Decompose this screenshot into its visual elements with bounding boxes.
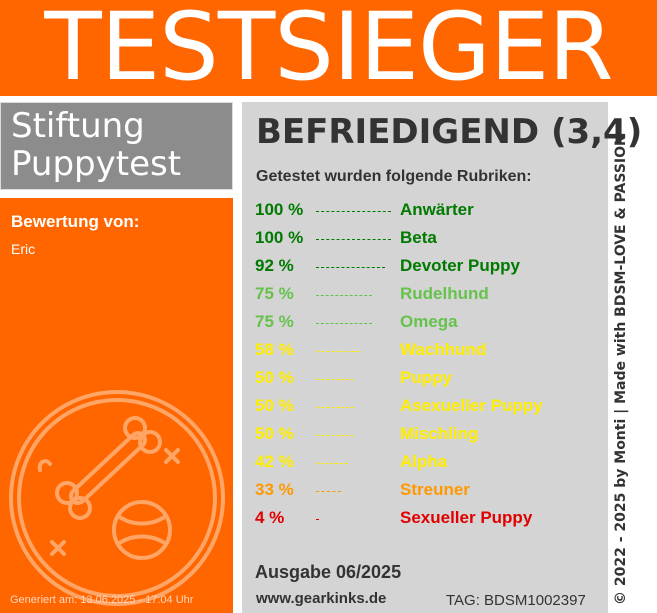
tag-id: TAG: BDSM1002397: [446, 592, 586, 609]
rubric-percent: 100 %: [255, 228, 304, 247]
rubric-name: Devoter Puppy: [400, 256, 520, 275]
rubric-row: 50 % Puppy: [255, 368, 600, 396]
rubric-score-bar: [316, 379, 354, 380]
rubric-name: Beta: [400, 228, 437, 247]
rubrics-subheading: Getestet wurden folgende Rubriken:: [256, 168, 532, 185]
rubric-score-bar: [316, 267, 385, 268]
credit-text: © 2022 - 2025 by Monti | Made with BDSM-…: [613, 134, 629, 605]
rubric-name: Sexueller Puppy: [400, 508, 533, 527]
left-column: Stiftung Puppytest Bewertung von: Eric: [0, 102, 233, 613]
bone-ball-badge-icon: [9, 390, 225, 606]
rubric-percent: 100 %: [255, 200, 304, 219]
rubric-row: 100 % Anwärter: [255, 200, 600, 228]
issue-label: Ausgabe 06/2025: [255, 562, 402, 582]
rubric-score-bar: [316, 407, 354, 408]
rubric-name: Mischling: [400, 424, 479, 443]
rubric-name: Anwärter: [400, 200, 474, 219]
rubric-score-bar: [316, 239, 391, 240]
rubric-row: 100 % Beta: [255, 228, 600, 256]
rubric-row: 58 % Wachhund: [255, 340, 600, 368]
rubric-score-bar: [316, 211, 391, 212]
rubric-row: 50 % Asexueller Puppy: [255, 396, 600, 424]
rubric-row: 75 % Rudelhund: [255, 284, 600, 312]
top-banner: TESTSIEGER: [0, 0, 657, 96]
rubric-score-bar: [316, 295, 372, 296]
brand-box: Stiftung Puppytest: [0, 102, 233, 190]
credit-strip: © 2022 - 2025 by Monti | Made with BDSM-…: [610, 102, 640, 613]
rubric-percent: 50 %: [255, 396, 294, 415]
rubric-percent: 33 %: [255, 480, 294, 499]
rubric-percent: 92 %: [255, 256, 294, 275]
rubric-name: Puppy: [400, 368, 452, 387]
rubric-row: 4 % Sexueller Puppy: [255, 508, 600, 536]
results-panel: BEFRIEDIGEND (3,4) Getestet wurden folge…: [242, 102, 642, 613]
rubric-percent: 75 %: [255, 312, 294, 331]
rubric-name: Wachhund: [400, 340, 487, 359]
rubric-row: 75 % Omega: [255, 312, 600, 340]
rubric-name: Streuner: [400, 480, 470, 499]
website-link[interactable]: www.gearkinks.de: [256, 590, 387, 607]
rubric-percent: 4 %: [255, 508, 285, 527]
rubric-list: 100 % Anwärter 100 % Beta 92 % Devoter Puppy 7…: [255, 200, 600, 536]
rubric-row: 92 % Devoter Puppy: [255, 256, 600, 284]
rubric-score-bar: [316, 351, 360, 352]
rubric-percent: 50 %: [255, 368, 294, 387]
rubric-percent: 58 %: [255, 340, 294, 359]
brand-line-1: Stiftung: [11, 106, 145, 146]
rubric-row: 33 % Streuner: [255, 480, 600, 508]
rubric-percent: 50 %: [255, 424, 294, 443]
verdict-heading: BEFRIEDIGEND (3,4): [256, 112, 643, 152]
rating-panel: Bewertung von: Eric Generiert am: 13.06.: [0, 198, 233, 613]
rubric-score-bar: [316, 323, 372, 324]
rubric-name: Rudelhund: [400, 284, 489, 303]
rubric-percent: 75 %: [255, 284, 294, 303]
rated-by-label: Bewertung von:: [11, 212, 140, 231]
rubric-name: Omega: [400, 312, 458, 331]
rated-by-name: Eric: [11, 241, 36, 257]
generated-timestamp: Generiert am: 13.06.2025 - 17:04 Uhr: [10, 594, 194, 606]
rubric-name: Asexueller Puppy: [400, 396, 543, 415]
rubric-score-bar: [316, 463, 348, 464]
brand-line-2: Puppytest: [11, 144, 182, 184]
rubric-score-bar: [316, 435, 354, 436]
banner-title: TESTSIEGER: [44, 0, 613, 96]
rubric-name: Alpha: [400, 452, 448, 471]
rubric-row: 42 % Alpha: [255, 452, 600, 480]
rubric-score-bar: [316, 491, 341, 492]
rubric-percent: 42 %: [255, 452, 294, 471]
rubric-score-bar: [316, 519, 319, 520]
rubric-row: 50 % Mischling: [255, 424, 600, 452]
